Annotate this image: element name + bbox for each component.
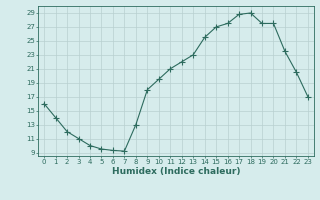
X-axis label: Humidex (Indice chaleur): Humidex (Indice chaleur) bbox=[112, 167, 240, 176]
